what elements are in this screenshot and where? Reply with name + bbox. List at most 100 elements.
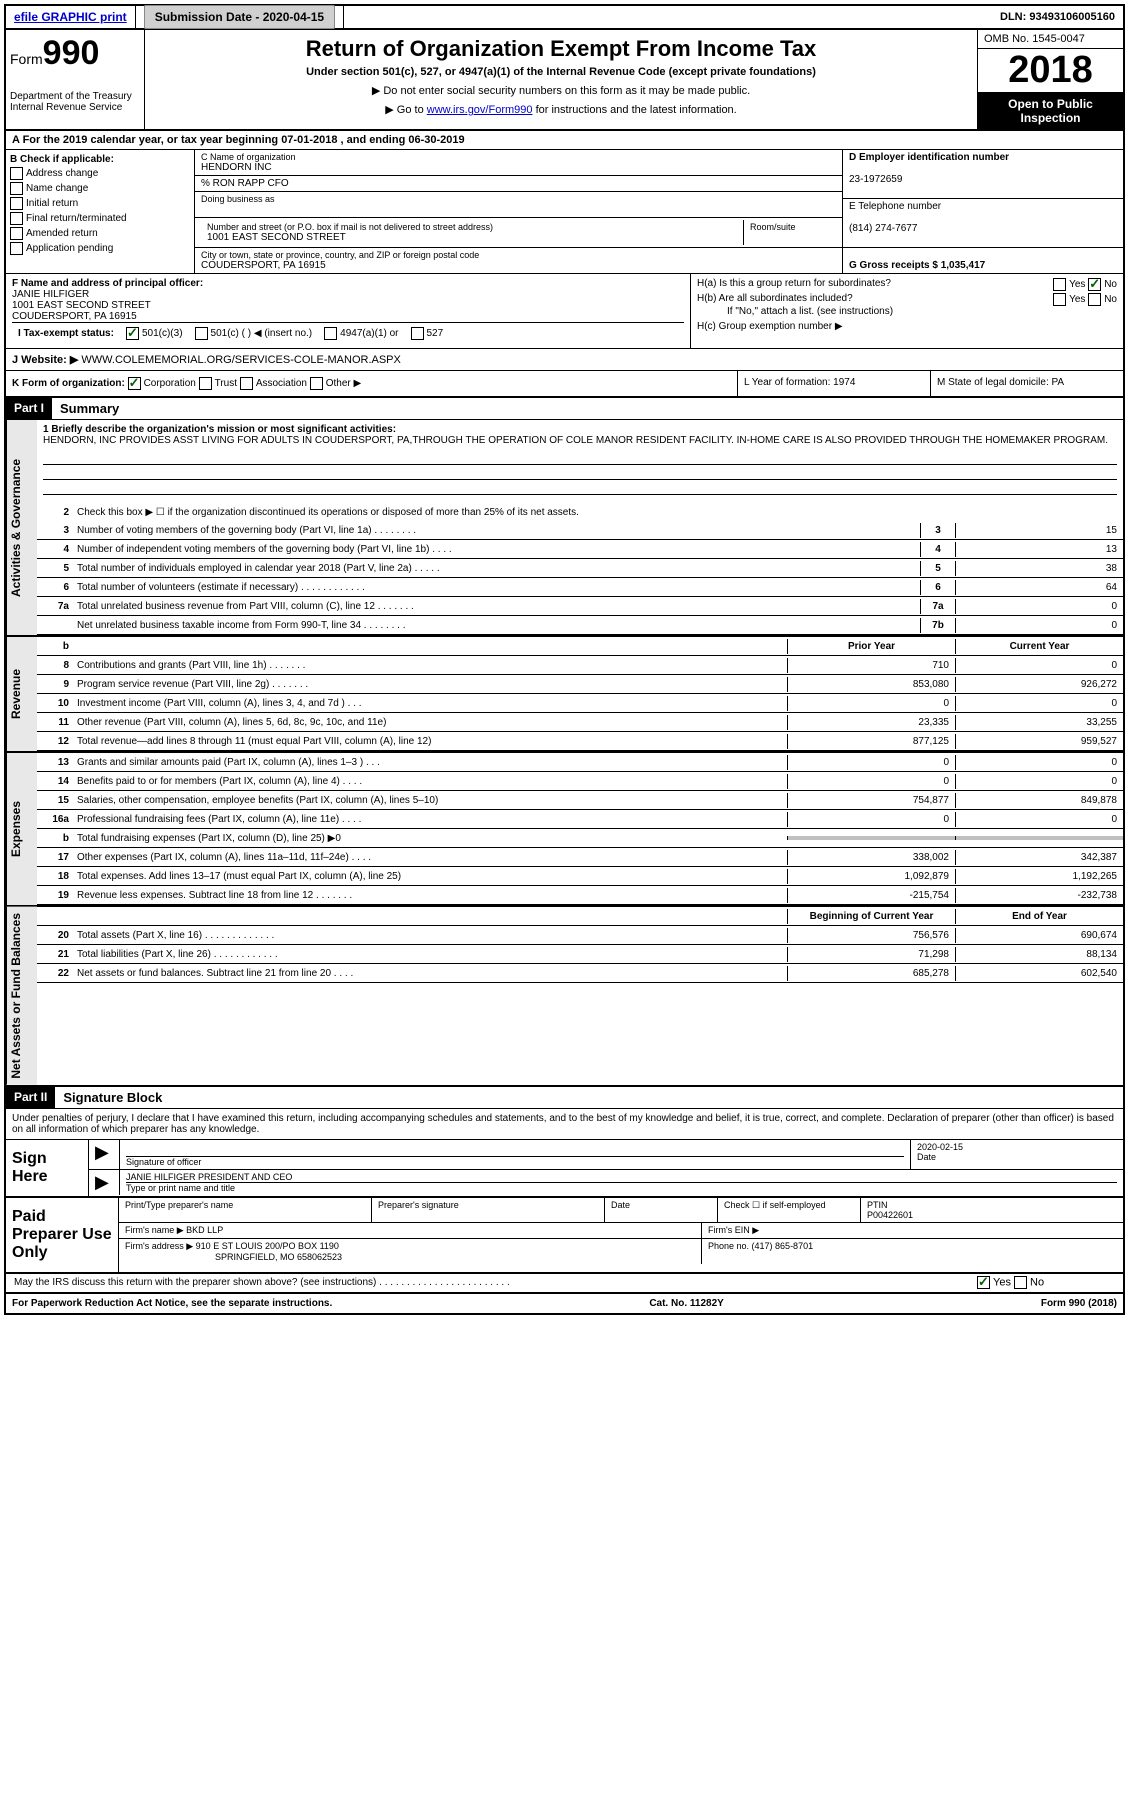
col-l: L Year of formation: 1974 [738,371,931,396]
ein-value: 23-1972659 [849,174,902,185]
line-num: 6 [37,580,73,595]
line-num: 18 [37,869,73,884]
chk-pending-label: Application pending [26,243,113,254]
rev-blank-num: b [37,639,73,654]
section-fh: F Name and address of principal officer:… [6,274,1123,349]
irs-link[interactable]: www.irs.gov/Form990 [427,104,533,116]
vtab-governance: Activities & Governance [6,420,37,635]
sig-officer-label: Signature of officer [126,1157,904,1167]
discuss-text: May the IRS discuss this return with the… [6,1275,971,1290]
subtitle: Under section 501(c), 527, or 4947(a)(1)… [149,66,973,78]
line-num: 13 [37,755,73,770]
col-h: H(a) Is this a group return for subordin… [691,274,1123,348]
submission-date-button[interactable]: Submission Date - 2020-04-15 [144,5,335,29]
city-row: City or town, state or province, country… [195,248,842,273]
chk-pending[interactable]: Application pending [10,242,190,255]
notice2-pre: ▶ Go to [385,104,426,116]
table-row: 4 Number of independent voting members o… [37,540,1123,559]
table-row: b Total fundraising expenses (Part IX, c… [37,829,1123,848]
officer-printed-name: JANIE HILFIGER PRESIDENT AND CEO [126,1172,1117,1183]
col-d: D Employer identification number 23-1972… [843,150,1123,273]
table-row: Net unrelated business taxable income fr… [37,616,1123,635]
discuss-yes[interactable] [977,1276,990,1289]
col-k: K Form of organization: Corporation Trus… [6,371,738,396]
chk-501c[interactable]: 501(c) ( ) ◀ (insert no.) [195,327,313,340]
line-value: 0 [955,618,1123,633]
title-main: Return of Organization Exempt From Incom… [149,36,973,62]
ptin-label: PTIN [867,1200,888,1210]
hb-yes[interactable] [1053,293,1066,306]
chk-other[interactable] [310,377,323,390]
dba-label: Doing business as [201,194,836,204]
prior-value: 853,080 [787,677,955,692]
footer-right: Form 990 (2018) [1041,1298,1117,1309]
row-a: A For the 2019 calendar year, or tax yea… [6,131,1123,150]
line-value: 0 [955,599,1123,614]
rev-blank-desc [73,644,787,648]
ul-1 [43,450,1117,465]
hb-label: H(b) Are all subordinates included? [697,293,853,304]
line-num: 21 [37,947,73,962]
sig-date-label: Date [917,1152,1117,1162]
prior-value: 756,576 [787,928,955,943]
table-row: 22 Net assets or fund balances. Subtract… [37,964,1123,983]
city-label: City or town, state or province, country… [201,250,836,260]
footer-row: For Paperwork Reduction Act Notice, see … [6,1294,1123,1313]
city-value: COUDERSPORT, PA 16915 [201,260,836,271]
line-desc: Other revenue (Part VIII, column (A), li… [73,715,787,730]
line-desc: Salaries, other compensation, employee b… [73,793,787,808]
line-value: 64 [955,580,1123,595]
chk-address-change[interactable]: Address change [10,167,190,180]
sign-here-section: Sign Here ▶ Signature of officer 2020-02… [6,1140,1123,1198]
ein-row: D Employer identification number 23-1972… [843,150,1123,199]
current-value: 926,272 [955,677,1123,692]
header-row: Form990 Department of the Treasury Inter… [6,30,1123,131]
efile-link[interactable]: efile GRAPHIC print [14,10,127,24]
chk-amended[interactable]: Amended return [10,227,190,240]
chk-name-change[interactable]: Name change [10,182,190,195]
current-value: 0 [955,658,1123,673]
ha-yes[interactable] [1053,278,1066,291]
chk-527[interactable]: 527 [411,327,444,340]
prep-date-label: Date [605,1198,718,1222]
discuss-no[interactable] [1014,1276,1027,1289]
hb-no[interactable] [1088,293,1101,306]
line-box: 5 [920,561,955,576]
current-value: 690,674 [955,928,1123,943]
table-row: 3 Number of voting members of the govern… [37,521,1123,540]
line-value: 13 [955,542,1123,557]
prior-value: 710 [787,658,955,673]
table-row: 16a Professional fundraising fees (Part … [37,810,1123,829]
chk-final-return[interactable]: Final return/terminated [10,212,190,225]
current-value: 602,540 [955,966,1123,981]
print-name-label: Print/Type preparer's name [119,1198,372,1222]
line-num: 11 [37,715,73,730]
line-desc: Total revenue—add lines 8 through 11 (mu… [73,734,787,749]
line-desc: Total expenses. Add lines 13–17 (must eq… [73,869,787,884]
line2: 2 Check this box ▶ ☐ if the organization… [37,503,1123,521]
tax-year: 2018 [978,49,1123,93]
room-label: Room/suite [750,222,830,232]
check-self-employed[interactable]: Check ☐ if self-employed [718,1198,861,1222]
chk-trust[interactable] [199,377,212,390]
current-value: 0 [955,812,1123,827]
chk-corporation[interactable] [128,377,141,390]
chk-501c3[interactable]: 501(c)(3) [126,327,183,340]
opt-other: Other ▶ [326,378,361,389]
part2-title: Signature Block [55,1087,170,1108]
ein-label: D Employer identification number [849,152,1009,163]
form-label: Form [10,51,43,67]
chk-initial-return[interactable]: Initial return [10,197,190,210]
chk-4947[interactable]: 4947(a)(1) or [324,327,398,340]
current-value: 849,878 [955,793,1123,808]
arrow-icon-2: ▶ [95,1172,109,1192]
chk-association[interactable] [240,377,253,390]
part1-header: Part I [6,398,52,419]
ul-3 [43,480,1117,495]
line-desc: Net assets or fund balances. Subtract li… [73,966,787,981]
opt-501c3-label: 501(c)(3) [142,328,183,339]
ha-no[interactable] [1088,278,1101,291]
line-num: 20 [37,928,73,943]
paid-preparer-label: Paid Preparer Use Only [6,1198,119,1272]
section-governance: Activities & Governance 1 Briefly descri… [6,420,1123,637]
